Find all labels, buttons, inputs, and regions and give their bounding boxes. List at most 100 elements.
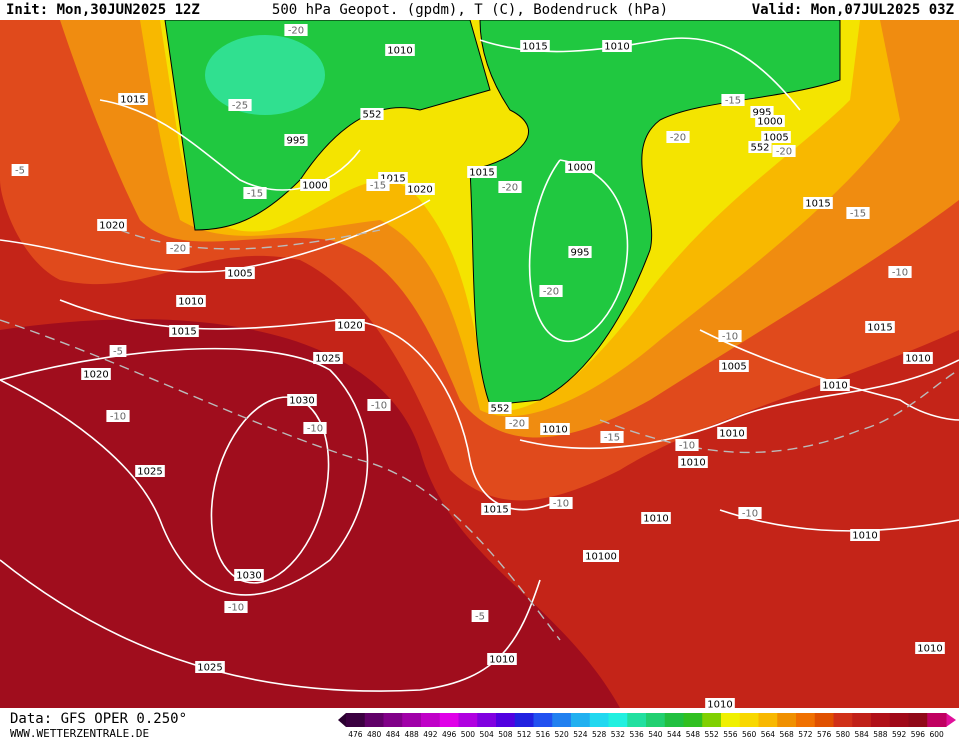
colorbar-arrow-left (338, 713, 346, 727)
map-label: 1010 (604, 42, 629, 53)
colorbar-label: 496 (442, 730, 457, 739)
colorbar-swatch (627, 713, 647, 727)
colorbar-swatch (758, 713, 778, 727)
map-label: 10100 (585, 552, 617, 563)
label-box (850, 529, 880, 541)
map-label: -15 (247, 189, 263, 200)
label-box (471, 610, 489, 622)
map-label: 1015 (380, 174, 405, 185)
map-label: -10 (110, 412, 126, 423)
label-box (641, 512, 671, 524)
colorbar-swatch (908, 713, 928, 727)
map-label: 1000 (302, 181, 327, 192)
map-label: -20 (170, 244, 186, 255)
map-label: 1025 (315, 354, 340, 365)
map-label: -20 (776, 147, 792, 158)
label-box (176, 295, 206, 307)
label-box (721, 94, 745, 106)
isotherm (0, 319, 561, 641)
map-label: 1010 (719, 429, 744, 440)
colorbar-swatch (496, 713, 516, 727)
label-box (81, 368, 111, 380)
map-label: 995 (286, 136, 305, 147)
map-label: 1020 (83, 370, 108, 381)
map-label: 1010 (917, 644, 942, 655)
map-label: 1010 (489, 655, 514, 666)
colorbar-label: 536 (629, 730, 644, 739)
map-label: 1020 (337, 321, 362, 332)
colorbar-swatch (552, 713, 572, 727)
map-label: 1015 (483, 505, 508, 516)
label-box (195, 661, 225, 673)
isotherm (119, 229, 381, 250)
colorbar-swatch (439, 713, 459, 727)
colorbar-swatch (514, 713, 534, 727)
label-box (761, 131, 791, 143)
map-label: -10 (679, 441, 695, 452)
map-label: -10 (307, 424, 323, 435)
map-label: 1010 (178, 297, 203, 308)
colorbar-swatch (871, 713, 891, 727)
label-box (738, 507, 762, 519)
label-box (166, 242, 190, 254)
map-label: -15 (370, 181, 386, 192)
label-box (97, 219, 127, 231)
colorbar-label: 552 (704, 730, 719, 739)
isobars (0, 37, 959, 692)
label-box (888, 266, 912, 278)
map-label: 1010 (905, 354, 930, 365)
colorbar-swatch (477, 713, 497, 727)
label-box (135, 465, 165, 477)
map-label: -5 (475, 612, 485, 623)
colorbar-swatch (796, 713, 816, 727)
map-label: 1010 (542, 425, 567, 436)
map-label: 1025 (137, 467, 162, 478)
colorbar-swatch (664, 713, 684, 727)
colorbar-label: 516 (536, 730, 551, 739)
label-box (540, 423, 570, 435)
label-box (666, 131, 690, 143)
map-label: -5 (15, 166, 25, 177)
colorbar-swatch (927, 713, 947, 727)
map-label: -10 (371, 401, 387, 412)
map-label: -15 (604, 433, 620, 444)
colorbar-label: 532 (611, 730, 626, 739)
map-label: -20 (670, 133, 686, 144)
map-fields (0, 19, 959, 708)
colorbar-swatch (383, 713, 403, 727)
colorbar-swatch (833, 713, 853, 727)
label-box (303, 422, 327, 434)
isobar (0, 559, 541, 692)
label-box (225, 267, 255, 279)
colorbar-label: 564 (761, 730, 776, 739)
colorbar-label: 508 (498, 730, 513, 739)
map-label: -20 (288, 26, 304, 37)
label-box (385, 44, 415, 56)
colorbar-swatch (702, 713, 722, 727)
map-label: -10 (892, 268, 908, 279)
colorbar-arrow-right (946, 713, 956, 727)
map-label: 1000 (757, 117, 782, 128)
colorbar-label: 520 (554, 730, 569, 739)
map-label: 1015 (805, 199, 830, 210)
label-box (467, 166, 497, 178)
init-time: Init: Mon,30JUN2025 12Z (6, 2, 200, 18)
isobar (699, 329, 959, 421)
label-box (335, 319, 365, 331)
label-box (915, 642, 945, 654)
label-box (719, 360, 749, 372)
colorbar-label: 492 (423, 730, 438, 739)
colorbar-label: 528 (592, 730, 607, 739)
map-label: -20 (543, 287, 559, 298)
colorbar-swatch (458, 713, 478, 727)
label-box (487, 653, 517, 665)
header-bg (0, 0, 959, 20)
isobar (99, 99, 361, 191)
label-box (481, 503, 511, 515)
colorbar-swatch (608, 713, 628, 727)
map-label: -20 (502, 183, 518, 194)
label-box (718, 330, 742, 342)
map-label: 1020 (99, 221, 124, 232)
colorbar-label: 556 (723, 730, 738, 739)
